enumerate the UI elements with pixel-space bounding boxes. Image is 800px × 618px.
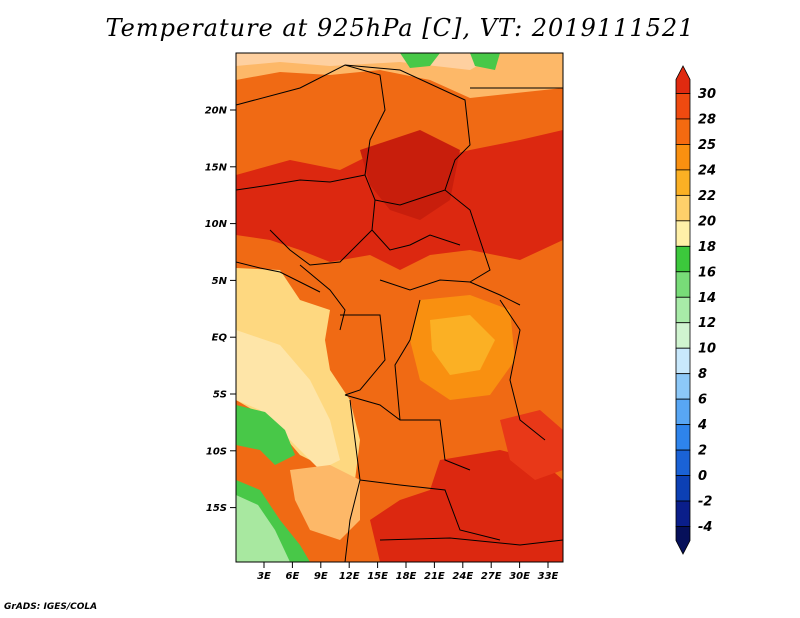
map-frame [235,52,564,563]
colorbar-segment [675,194,691,222]
colorbar-label: 8 [698,367,707,382]
colorbar-label: 2 [698,444,707,459]
temperature-field [236,53,563,562]
colorbar-segment [675,118,691,145]
colorbar-segment [675,424,691,451]
colorbar-label: 14 [698,291,716,306]
lon-tick-label: 33E [538,571,559,582]
lat-tick-label: 5N [212,276,228,287]
lat-tick-label: EQ [212,333,228,344]
lon-tick-label: 15E [367,571,388,582]
colorbar-label: 12 [698,316,716,331]
lon-tick-label: 21E [424,571,445,582]
colorbar-label: 25 [698,138,716,153]
chart-title: Temperature at 925hPa [C], VT: 201911152… [105,14,695,42]
longitude-ticks: 3E 6E 9E 12E 15E 18E 21E 24E 27E 30E 33E [257,562,559,582]
lon-tick-label: 12E [339,571,360,582]
field-central-hot [360,130,460,220]
field-ocean-pale [236,330,340,470]
colorbar-segment [675,373,691,400]
colorbar-label: 10 [698,342,716,357]
colorbar-segment [675,271,691,298]
lon-tick-label: 9E [314,571,328,582]
colorbar-segment [675,347,691,375]
colorbar-segment [675,144,691,171]
colorbar-bottom-triangle [675,526,691,555]
colorbar-segment [675,449,691,476]
lat-tick-label: 20N [205,106,228,117]
colorbar-label: 6 [698,393,707,408]
lon-tick-label: 3E [257,571,271,582]
colorbar-label: 16 [698,265,716,280]
field-sw-green-1 [236,405,295,465]
lon-tick-label: 18E [396,571,417,582]
field-congo-light [430,315,495,375]
lon-tick-label: 27E [481,571,502,582]
lon-tick-label: 30E [509,571,530,582]
colorbar-segment [675,220,691,247]
lon-tick-label: 24E [452,571,473,582]
colorbar-label: 30 [698,87,716,102]
colorbar-segment [675,169,691,196]
lat-tick-label: 5S [213,390,227,401]
colorbar-segment [675,500,691,527]
colorbar-segment [675,296,691,324]
colorbar-label: -4 [698,520,712,535]
colorbar-segment [675,245,691,273]
colorbar-label: 0 [698,469,707,484]
colorbar-label: 24 [698,163,716,178]
field-sw-lightgreen [236,495,290,562]
field-se-red [370,450,563,562]
field-angola-warm [290,465,360,540]
field-top-green-1 [400,53,440,68]
colorbar-segment [675,93,691,120]
field-top-green-2 [470,53,500,70]
lat-tick-label: 10S [206,446,227,457]
colorbar-label: 20 [698,214,716,229]
colorbar-label: 22 [698,189,716,204]
lat-tick-label: 10N [205,219,228,230]
grads-credit: GrADS: IGES/COLA [4,602,98,612]
country-borders [236,64,563,562]
colorbar-segment [675,475,691,502]
colorbar-label: 18 [698,240,716,255]
colorbar-label: 28 [698,112,716,127]
lat-tick-label: 15N [205,162,228,173]
colorbar-label: 4 [697,418,707,433]
latitude-ticks: 20N 15N 10N 5N EQ 5S 10S 15S [205,106,236,514]
colorbar-segment [675,322,691,349]
colorbar-top-triangle [675,65,691,94]
colorbar-label: -2 [698,495,712,510]
field-east-red [500,410,563,480]
colorbar-segment [675,398,691,426]
lat-tick-label: 15S [206,503,227,514]
lon-tick-label: 6E [286,571,300,582]
